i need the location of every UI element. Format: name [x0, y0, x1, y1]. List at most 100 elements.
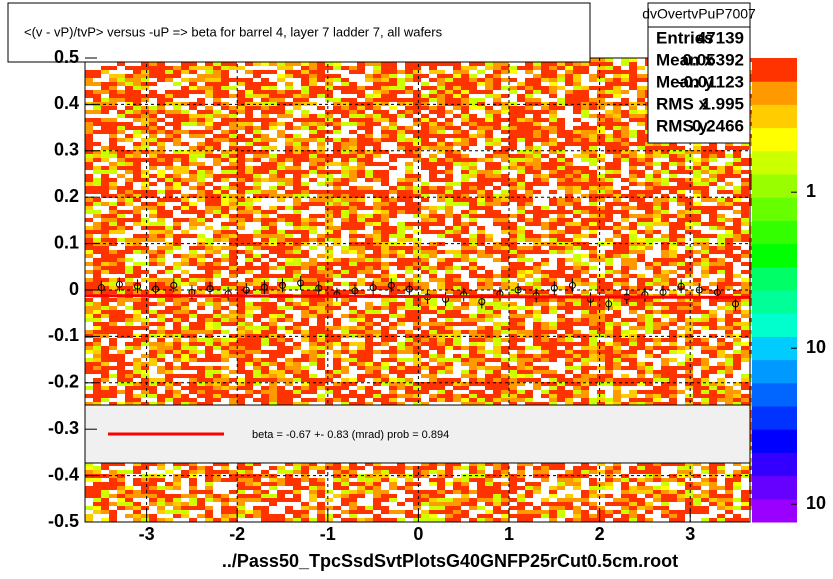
heat-cell	[317, 174, 325, 178]
heat-cell	[213, 162, 221, 166]
heat-cell	[365, 322, 373, 326]
heat-cell	[725, 154, 733, 158]
heat-cell	[101, 286, 109, 290]
heat-cell	[405, 358, 413, 362]
heat-cell	[549, 246, 557, 250]
heat-cell	[413, 302, 421, 306]
heat-cell	[533, 342, 541, 346]
heat-cell	[181, 326, 189, 330]
heat-cell	[653, 190, 661, 194]
heat-cell	[541, 274, 549, 278]
heat-cell	[269, 370, 277, 374]
heat-cell	[357, 254, 365, 258]
heat-cell	[685, 186, 693, 190]
heat-cell	[309, 338, 317, 342]
heat-cell	[221, 114, 229, 118]
heat-cell	[421, 258, 429, 262]
heat-cell	[389, 214, 397, 218]
heat-cell	[741, 342, 749, 346]
heat-cell	[397, 226, 405, 230]
heat-cell	[493, 218, 501, 222]
heat-cell	[613, 322, 621, 326]
heat-cell	[117, 138, 125, 142]
heat-cell	[133, 70, 141, 74]
heat-cell	[477, 286, 485, 290]
heat-cell	[101, 130, 109, 134]
heat-cell	[189, 130, 197, 134]
heat-cell	[117, 174, 125, 178]
heat-cell	[125, 258, 133, 262]
heat-cell	[381, 338, 389, 342]
heat-cell	[597, 322, 605, 326]
heat-cell	[269, 86, 277, 90]
heat-cell	[293, 118, 301, 122]
heat-cell	[725, 198, 733, 202]
heat-cell	[149, 182, 157, 186]
heat-cell	[525, 330, 533, 334]
heat-cell	[693, 222, 701, 226]
heat-cell	[693, 298, 701, 302]
heat-cell	[589, 334, 597, 338]
heat-cell	[261, 94, 269, 98]
heat-cell	[261, 122, 269, 126]
heat-cell	[621, 130, 629, 134]
heat-cell	[429, 170, 437, 174]
heat-cell	[637, 318, 645, 322]
heat-cell	[381, 134, 389, 138]
heat-cell	[349, 226, 357, 230]
heat-cell	[685, 158, 693, 162]
heat-cell	[469, 258, 477, 262]
heat-cell	[325, 94, 333, 98]
heat-cell	[589, 358, 597, 362]
heat-cell	[125, 98, 133, 102]
heat-cell	[645, 190, 653, 194]
heat-cell	[453, 338, 461, 342]
heat-cell	[605, 202, 613, 206]
heat-cell	[437, 70, 445, 74]
heat-cell	[197, 266, 205, 270]
heat-cell	[133, 290, 141, 294]
heat-cell	[445, 346, 453, 350]
heat-cell	[349, 250, 357, 254]
heat-cell	[621, 78, 629, 82]
heat-cell	[341, 114, 349, 118]
heat-cell	[285, 350, 293, 354]
heat-cell	[477, 106, 485, 110]
heat-cell	[373, 274, 381, 278]
heat-cell	[309, 66, 317, 70]
heat-cell	[373, 70, 381, 74]
heat-cell	[293, 70, 301, 74]
heat-cell	[469, 206, 477, 210]
heat-cell	[277, 170, 285, 174]
heat-cell	[285, 346, 293, 350]
heat-cell	[717, 250, 725, 254]
heat-cell	[133, 130, 141, 134]
heat-cell	[541, 370, 549, 374]
heat-cell	[285, 150, 293, 154]
heat-cell	[573, 350, 581, 354]
heat-cell	[181, 306, 189, 310]
heat-cell	[469, 246, 477, 250]
heat-cell	[445, 194, 453, 198]
heat-cell	[397, 230, 405, 234]
heat-cell	[213, 306, 221, 310]
heat-cell	[309, 190, 317, 194]
heat-cell	[101, 174, 109, 178]
heat-cell	[389, 298, 397, 302]
heat-cell	[213, 290, 221, 294]
heat-cell	[445, 166, 453, 170]
heat-cell	[461, 74, 469, 78]
heat-cell	[117, 290, 125, 294]
heat-cell	[133, 306, 141, 310]
heat-cell	[261, 306, 269, 310]
heat-cell	[117, 326, 125, 330]
heat-cell	[157, 326, 165, 330]
heat-cell	[453, 342, 461, 346]
heat-cell	[181, 262, 189, 266]
heat-cell	[477, 330, 485, 334]
heat-cell	[277, 206, 285, 210]
heat-cell	[485, 170, 493, 174]
heat-cell	[141, 270, 149, 274]
heat-cell	[637, 222, 645, 226]
heat-cell	[445, 370, 453, 374]
